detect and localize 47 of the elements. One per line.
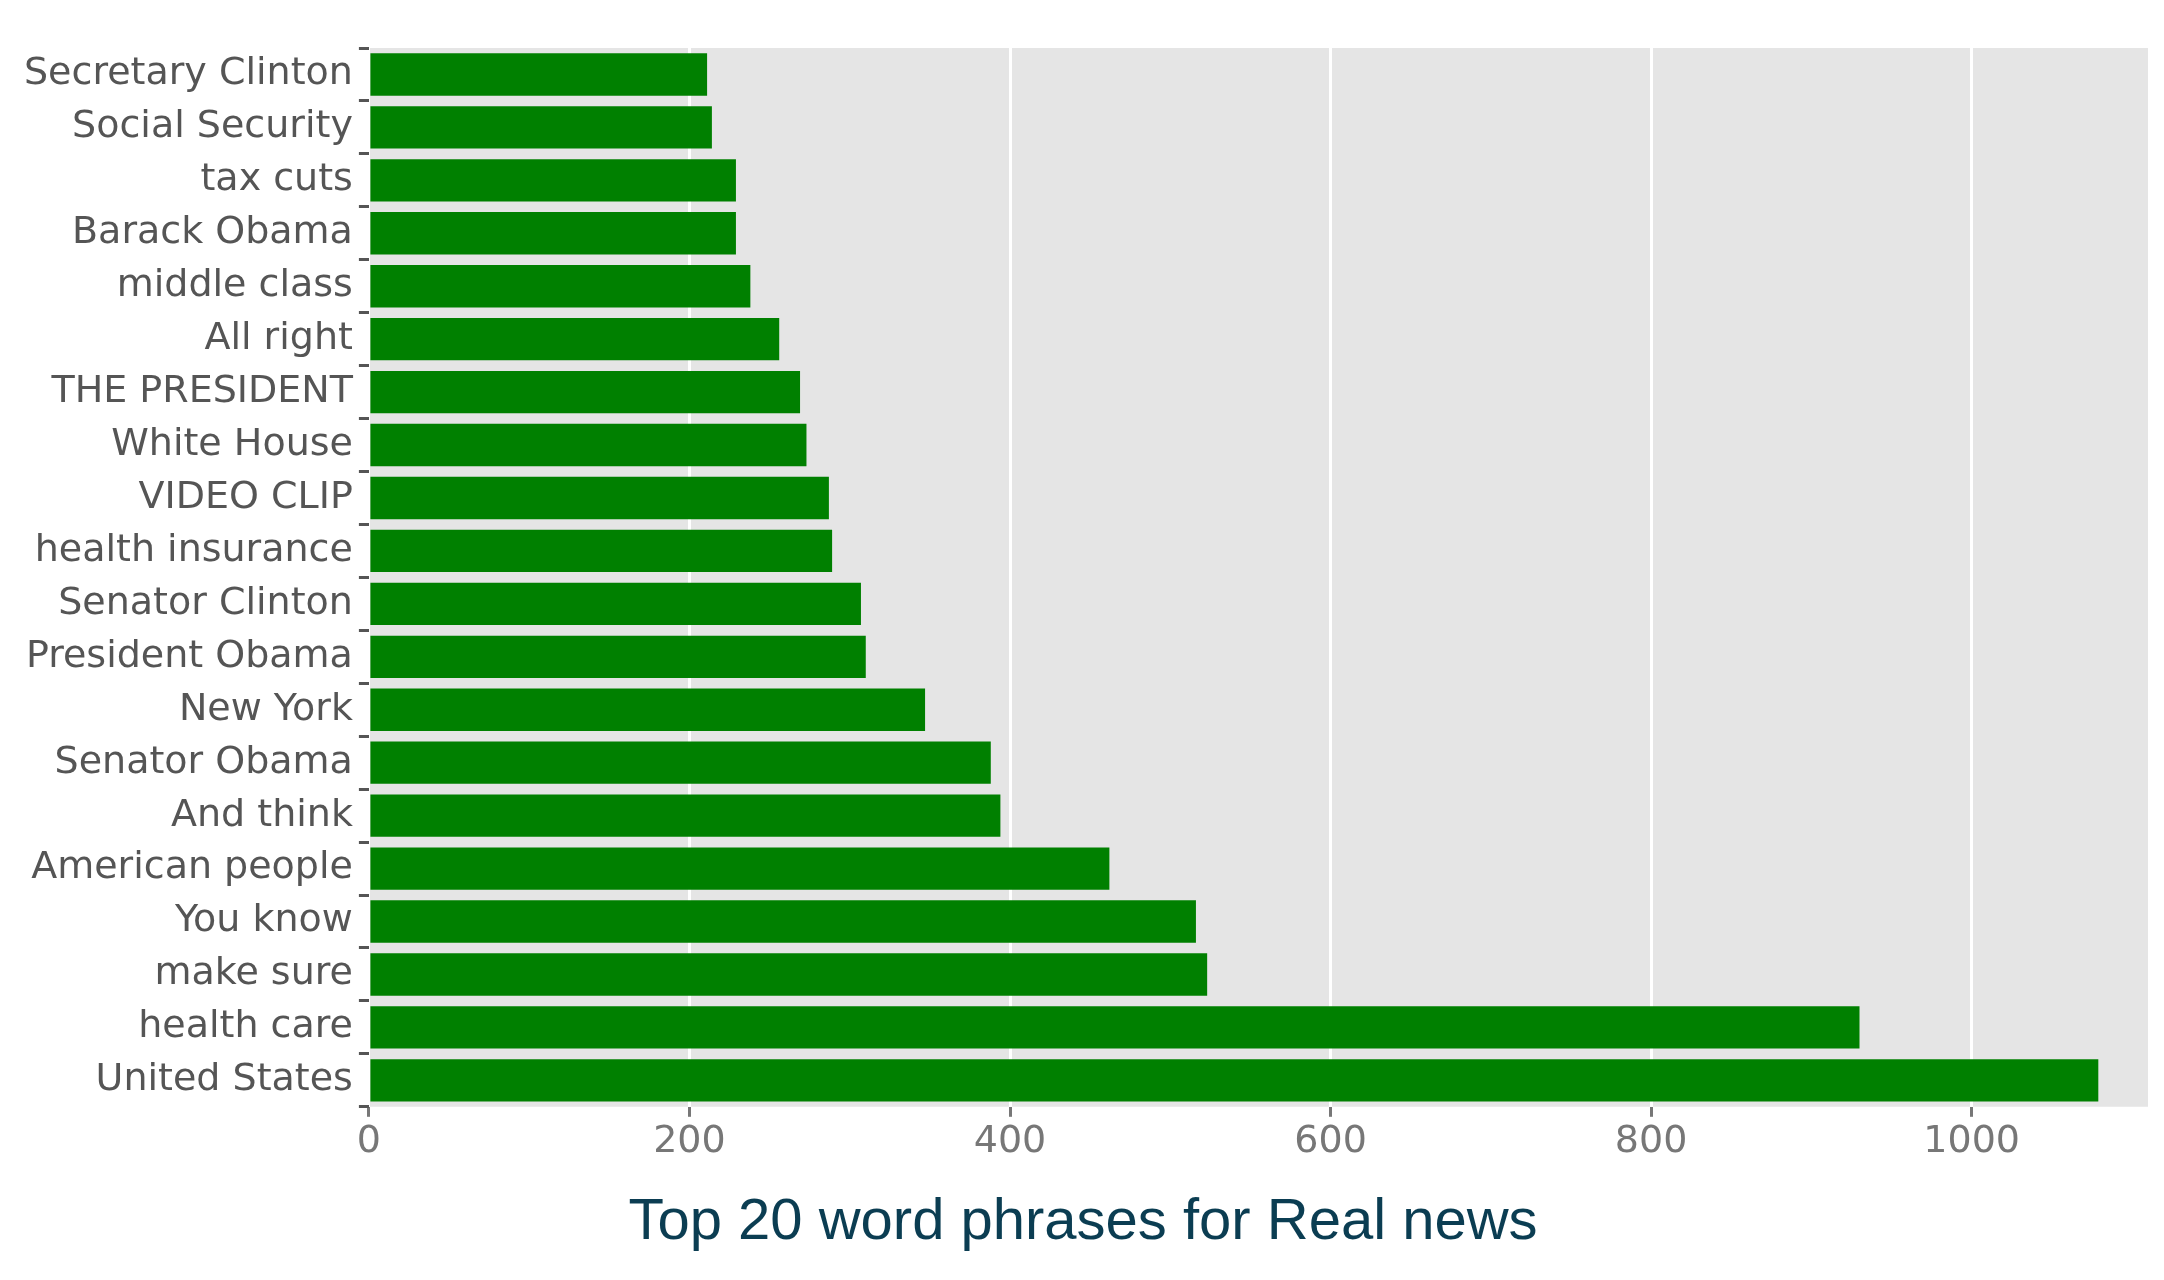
y-tick-label: health care	[138, 1002, 353, 1047]
y-tick-label: Barack Obama	[72, 208, 353, 253]
y-tick-label: health insurance	[34, 525, 353, 570]
x-tick-label: 400	[973, 1117, 1047, 1162]
bar	[370, 847, 1110, 890]
x-tick-label: 800	[1614, 1117, 1688, 1162]
y-tick-label: American people	[31, 843, 353, 888]
bar	[370, 265, 751, 308]
x-tick-label: 1000	[1923, 1117, 2021, 1162]
y-tick-label: And think	[170, 790, 353, 835]
bar	[370, 1006, 1860, 1049]
bar	[370, 423, 807, 467]
y-tick-label: White House	[111, 419, 353, 464]
bar	[370, 317, 780, 361]
y-tick-label: President Obama	[25, 631, 353, 676]
y-tick-label: middle class	[116, 261, 353, 306]
bar	[370, 476, 829, 520]
bar	[370, 900, 1196, 943]
y-tick-label: All right	[204, 314, 353, 359]
y-tick-label: make sure	[154, 949, 353, 994]
bar	[370, 741, 991, 784]
bar	[370, 1059, 2099, 1102]
bar	[370, 794, 1001, 837]
y-tick-label: VIDEO CLIP	[138, 472, 353, 517]
bar	[370, 635, 866, 678]
y-tick-label: Secretary Clinton	[23, 49, 353, 94]
y-tick-label: Social Security	[72, 102, 353, 147]
y-tick-label: United States	[95, 1055, 353, 1100]
y-tick-label: You know	[173, 896, 353, 941]
bar	[370, 370, 801, 414]
bar	[370, 106, 712, 149]
bar	[370, 529, 833, 573]
bar	[370, 953, 1208, 996]
bar	[370, 53, 708, 96]
y-tick-label: New York	[178, 684, 353, 729]
y-tick-label: THE PRESIDENT	[50, 366, 354, 411]
bar	[370, 688, 926, 731]
y-tick-label: tax cuts	[200, 155, 353, 200]
x-tick-label: 200	[653, 1117, 726, 1162]
text: Top 20 word phrases for Real news	[628, 1186, 1538, 1252]
bar	[370, 212, 736, 255]
bar	[370, 159, 736, 202]
x-tick-label: 0	[356, 1117, 381, 1162]
x-tick-label: 600	[1294, 1117, 1367, 1162]
y-tick-label: Senator Obama	[54, 737, 353, 782]
bar	[370, 582, 861, 626]
y-tick-label: Senator Clinton	[58, 578, 353, 623]
